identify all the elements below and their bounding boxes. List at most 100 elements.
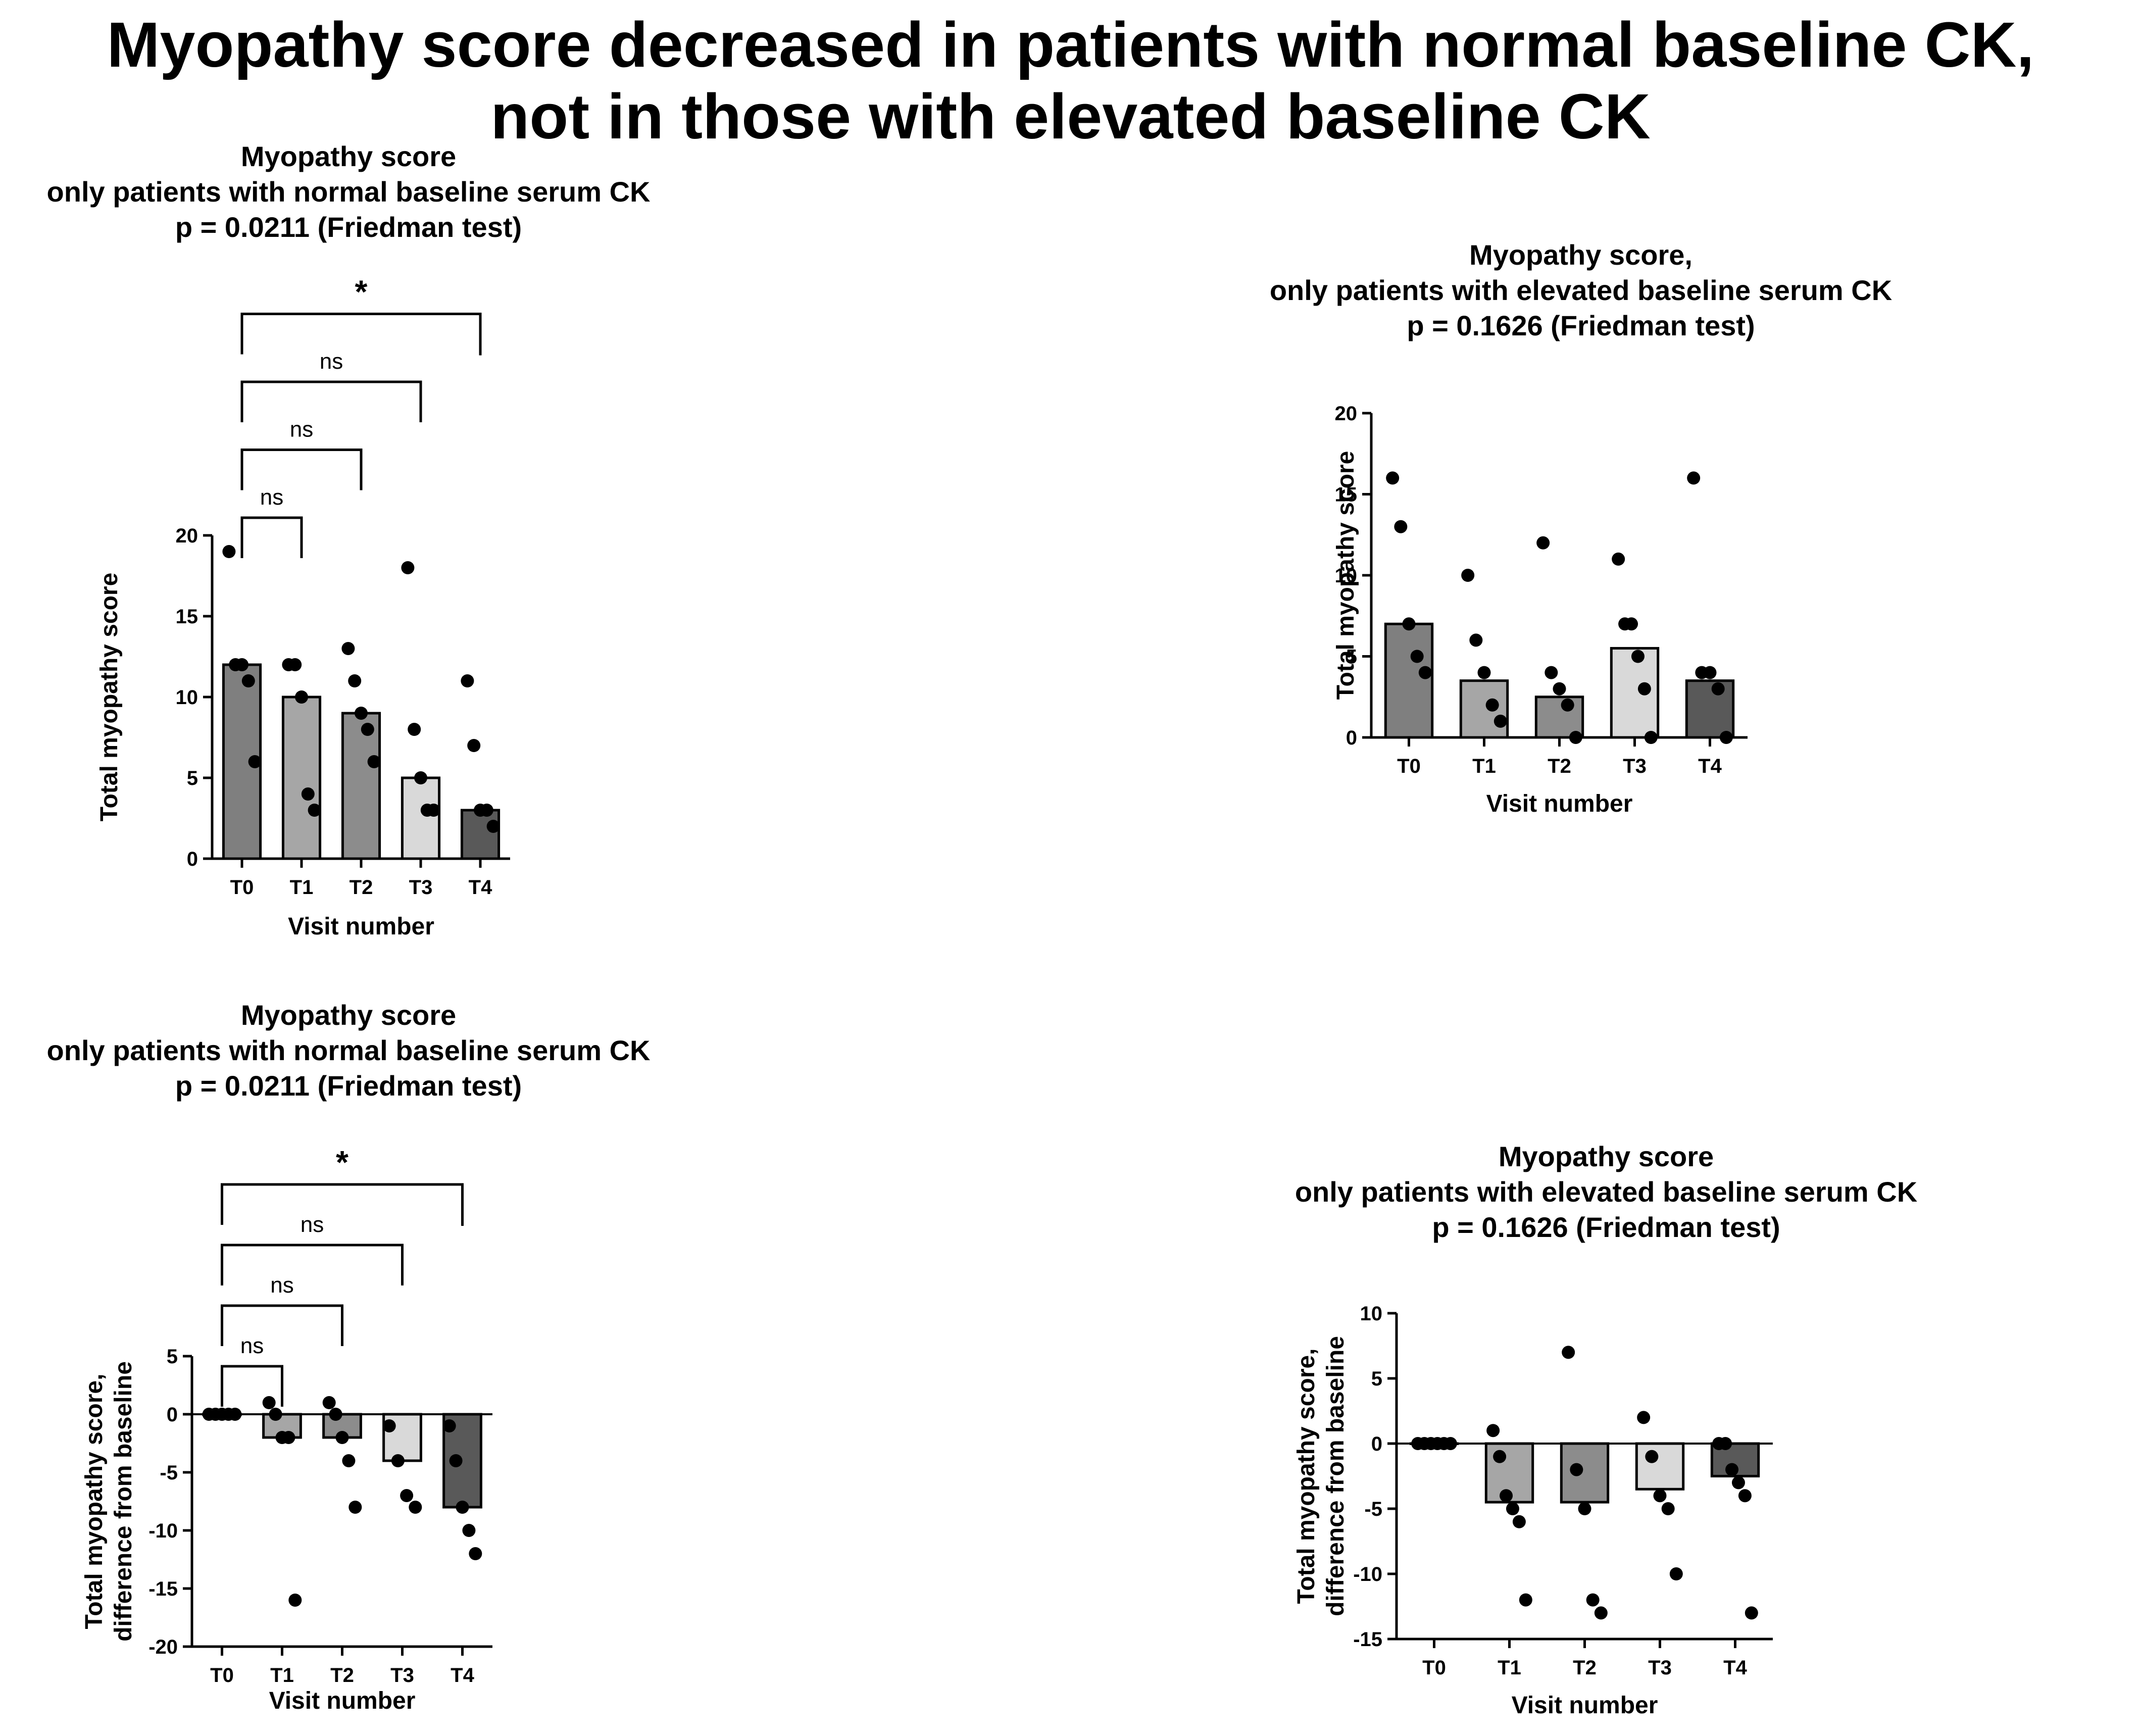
data-point (442, 1419, 456, 1432)
data-point (361, 723, 374, 736)
chart-title-line: only patients with normal baseline serum… (46, 1034, 651, 1066)
data-point (480, 804, 493, 817)
y-axis-title: Total myopathy score, difference from bas… (1293, 1336, 1349, 1616)
x-tick-label: T1 (290, 876, 314, 899)
y-tick-label: 5 (167, 1346, 178, 1368)
main-title-line-2: not in those with elevated baseline CK (490, 81, 1651, 152)
y-axis-title-line: Total myopathy score, (1293, 1349, 1320, 1604)
y-tick-label: -20 (148, 1636, 178, 1658)
data-point (1669, 1567, 1683, 1580)
data-point (391, 1454, 405, 1467)
bar-t3 (1635, 1442, 1685, 1491)
x-axis-title: Visit number (288, 913, 434, 940)
x-tick-label: T0 (1422, 1657, 1446, 1679)
data-point (1553, 682, 1566, 696)
chart-title: Myopathy score only patients with normal… (30, 998, 667, 1104)
chart-title-line: only patients with elevated baseline ser… (1269, 274, 1893, 306)
chart-title-line: Myopathy score (1498, 1140, 1714, 1172)
y-tick-label: 10 (1360, 1303, 1383, 1325)
data-point (401, 561, 415, 574)
chart-title-line: only patients with normal baseline serum… (46, 176, 651, 208)
data-point (1637, 682, 1651, 696)
x-tick-label: T3 (390, 1664, 414, 1687)
y-axis-title-line: Total myopathy score (96, 573, 123, 822)
chart-panel-normal-score: Myopathy score only patients with normal… (0, 139, 707, 957)
chart-title-line: p = 0.0211 (Friedman test) (175, 1070, 522, 1102)
data-point (1703, 666, 1717, 679)
x-tick-label: T3 (1648, 1657, 1672, 1679)
y-tick-label: 0 (1346, 727, 1357, 749)
data-point (408, 723, 421, 736)
chart-panel-elevated-score: Myopathy score, only patients with eleva… (1202, 237, 1960, 844)
data-point (1402, 617, 1416, 631)
data-point (301, 787, 315, 801)
chart-svg: -15 -10 -5 0 5 10 T0 T1 T2 T3 T4 Visit number Total … (1293, 1303, 1773, 1719)
data-point (367, 755, 381, 768)
y-tick-label: -5 (160, 1462, 178, 1484)
data-point (1661, 1502, 1675, 1515)
x-tick-label: T4 (469, 876, 492, 899)
main-title-line-1: Myopathy score decreased in patients wit… (107, 9, 2034, 80)
data-point (1711, 682, 1725, 696)
chart-title-line: p = 0.1626 (Friedman test) (1432, 1211, 1780, 1243)
chart-panel-normal-diff: Myopathy score only patients with normal… (30, 998, 712, 1730)
significance-bracket (240, 313, 482, 356)
significance-bracket (221, 1244, 404, 1285)
chart-title-line: p = 0.1626 (Friedman test) (1407, 310, 1755, 341)
data-point (355, 707, 368, 720)
y-tick-label: 20 (1335, 403, 1358, 425)
y-tick-label: -15 (148, 1578, 178, 1600)
data-point (335, 1431, 349, 1444)
chart-title: Myopathy score, only patients with eleva… (1202, 237, 1960, 343)
x-tick-label: T0 (230, 876, 254, 899)
chart-title-line: p = 0.0211 (Friedman test) (175, 211, 522, 243)
data-point (449, 1454, 463, 1467)
data-point (461, 674, 474, 687)
data-point (1477, 666, 1491, 679)
data-point (382, 1419, 396, 1432)
data-point (409, 1501, 422, 1514)
y-axis-title-line: Total myopathy score (1332, 451, 1359, 700)
bar-t2 (341, 712, 381, 860)
bar-t3 (1610, 647, 1660, 739)
x-tick-label: T2 (330, 1664, 354, 1687)
data-point (1418, 666, 1432, 679)
y-tick-label: 0 (1371, 1433, 1382, 1455)
x-axis-title: Visit number (1486, 790, 1633, 817)
data-point (322, 1396, 336, 1409)
bar-t1 (1459, 679, 1509, 739)
y-axis-title-line: difference from baseline (1322, 1336, 1349, 1616)
data-point (295, 690, 308, 704)
significance-bracket (240, 516, 303, 558)
data-point (1410, 650, 1424, 663)
bar-t2 (1560, 1442, 1610, 1504)
data-point (1519, 1593, 1532, 1607)
data-point (486, 820, 500, 833)
data-point (288, 658, 302, 671)
data-point (467, 739, 481, 752)
data-point (1653, 1489, 1667, 1503)
x-tick-label: T2 (1548, 755, 1571, 777)
data-point (262, 1396, 276, 1409)
significance-label: ns (320, 349, 343, 374)
data-point (1570, 1463, 1583, 1476)
data-point (1645, 1450, 1659, 1463)
data-point (1594, 1606, 1608, 1620)
bar-t0 (1384, 622, 1434, 739)
data-point (1500, 1489, 1513, 1503)
y-tick-label: 0 (167, 1404, 178, 1426)
data-point (222, 545, 236, 558)
significance-bracket (221, 1183, 464, 1226)
y-tick-label: 5 (1346, 646, 1357, 668)
x-axis-title: Visit number (1512, 1692, 1658, 1719)
data-point (1386, 471, 1400, 485)
significance-label: ns (290, 417, 313, 442)
chart-title-line: Myopathy score, (1469, 239, 1692, 271)
y-tick-label: 15 (176, 606, 198, 628)
y-tick-label: -10 (1353, 1563, 1382, 1585)
data-point (1562, 1346, 1575, 1359)
data-point (1637, 1411, 1651, 1424)
significance-bracket (221, 1365, 283, 1407)
significance-bracket (240, 449, 363, 490)
significance-bracket (221, 1304, 343, 1346)
